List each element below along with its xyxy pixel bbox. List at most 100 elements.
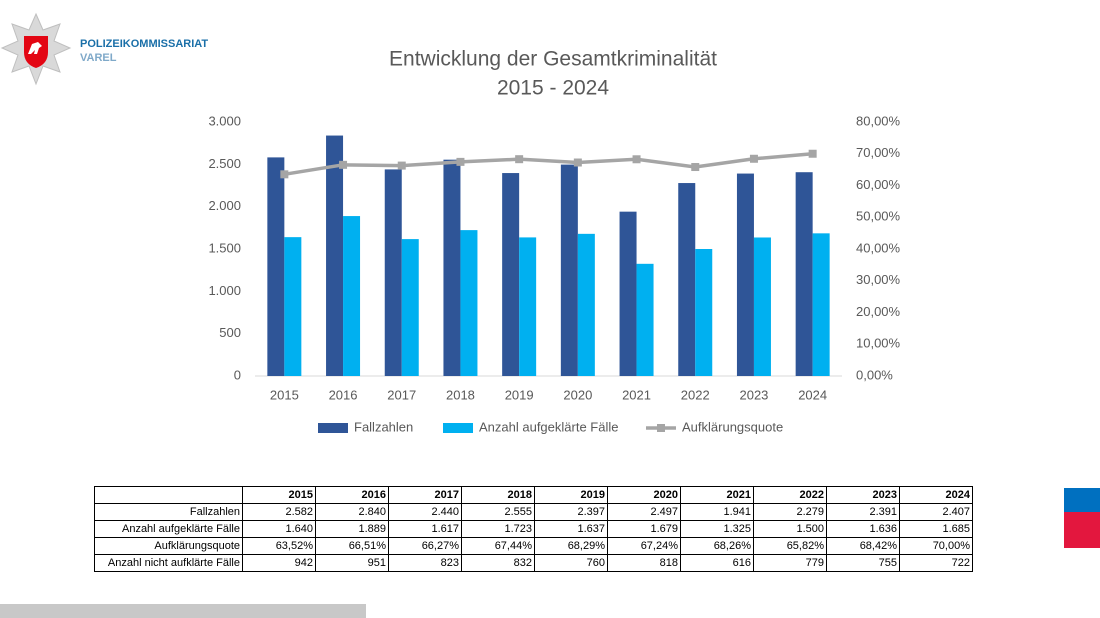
table-cell: 67,24% [607, 537, 681, 555]
legend-label: Aufklärungsquote [682, 419, 783, 434]
table-cell: 2.279 [753, 503, 827, 521]
y2-tick-label: 30,00% [856, 272, 901, 287]
table-cell: 65,82% [753, 537, 827, 555]
line-marker [280, 170, 289, 179]
bar [636, 263, 654, 376]
table-cell: 66,51% [315, 537, 389, 555]
bar [577, 233, 595, 376]
bar [736, 173, 754, 376]
table-cell: 1.500 [753, 520, 827, 538]
table-row-label: Aufklärungsquote [94, 537, 243, 555]
y2-tick-label: 50,00% [856, 209, 901, 224]
logo [0, 12, 72, 86]
y2-tick-label: 70,00% [856, 145, 901, 160]
deco-bar [0, 604, 366, 618]
x-tick-label: 2016 [329, 387, 358, 402]
y2-tick-label: 40,00% [856, 240, 901, 255]
y-tick-label: 1.500 [208, 240, 241, 255]
table-cell: 1.617 [388, 520, 462, 538]
bar [560, 164, 578, 376]
line-marker [397, 161, 406, 170]
y-tick-label: 0 [234, 367, 241, 382]
table-cell: 760 [534, 554, 608, 572]
table-cell: 1.685 [899, 520, 973, 538]
table-cell: 2.397 [534, 503, 608, 521]
bar [678, 183, 696, 376]
table-cell: 1.636 [826, 520, 900, 538]
table-column-header: 2019 [534, 486, 608, 504]
y-tick-label: 2.000 [208, 198, 241, 213]
deco-blue [1064, 488, 1100, 512]
table-cell: 1.640 [242, 520, 316, 538]
table-column-header: 2024 [899, 486, 973, 504]
bar [519, 237, 537, 376]
bar [284, 237, 302, 376]
chart-title: Entwicklung der Gesamtkriminalität [389, 48, 717, 71]
bar [812, 233, 830, 376]
table-cell: 68,26% [680, 537, 754, 555]
table-column-header: 2020 [607, 486, 681, 504]
table-column-header: 2021 [680, 486, 754, 504]
table-cell: 722 [899, 554, 973, 572]
bar [502, 173, 520, 376]
table-cell: 2.497 [607, 503, 681, 521]
y-tick-label: 2.500 [208, 156, 241, 171]
line-marker [808, 149, 817, 158]
line [284, 152, 813, 177]
legend-swatch [657, 424, 665, 432]
table-cell: 1.679 [607, 520, 681, 538]
table-cell: 832 [461, 554, 535, 572]
bar [401, 239, 419, 376]
legend-swatch [443, 423, 473, 433]
table-cell: 2.391 [826, 503, 900, 521]
table-cell: 2.440 [388, 503, 462, 521]
table-cell: 68,29% [534, 537, 608, 555]
legend-label: Anzahl aufgeklärte Fälle [479, 419, 618, 434]
x-tick-label: 2017 [387, 387, 416, 402]
line-marker [691, 163, 700, 172]
x-tick-label: 2022 [681, 387, 710, 402]
table-row-label: Fallzahlen [94, 503, 243, 521]
y2-tick-label: 60,00% [856, 177, 901, 192]
table-cell: 823 [388, 554, 462, 572]
table-cell: 1.723 [461, 520, 535, 538]
table-cell: 2.555 [461, 503, 535, 521]
table-cell: 2.582 [242, 503, 316, 521]
y2-tick-label: 80,00% [856, 113, 901, 128]
bar [326, 135, 344, 376]
line-marker [339, 160, 348, 169]
y2-tick-label: 0,00% [856, 367, 893, 382]
table-cell: 67,44% [461, 537, 535, 555]
bar [695, 249, 713, 376]
table-column-header: 2016 [315, 486, 389, 504]
x-tick-label: 2019 [505, 387, 534, 402]
line-marker [632, 155, 641, 164]
table-cell: 70,00% [899, 537, 973, 555]
bar [795, 172, 813, 376]
table-cell: 63,52% [242, 537, 316, 555]
table-row-label: Anzahl nicht aufklärte Fälle [94, 554, 243, 572]
table-row: Anzahl nicht aufklärte Fälle 942 951 823 832… [94, 554, 973, 572]
table-cell: 1.637 [534, 520, 608, 538]
y-tick-label: 1.000 [208, 283, 241, 298]
y-tick-label: 500 [219, 325, 241, 340]
legend-label: Fallzahlen [354, 419, 413, 434]
table-cell: 616 [680, 554, 754, 572]
line-marker [456, 157, 465, 166]
table-row: Aufklärungsquote 63,52% 66,51% 66,27% 67,44%… [94, 537, 973, 555]
table-cell: 951 [315, 554, 389, 572]
table-row-label: Anzahl aufgeklärte Fälle [94, 520, 243, 538]
table-column-header: 2015 [242, 486, 316, 504]
table-header-row: 2015 2016 2017 2018 2019 2020 2021 2022 2023 2024 [94, 486, 973, 504]
table-cell: 818 [607, 554, 681, 572]
x-tick-label: 2024 [798, 387, 827, 402]
place-name: VAREL [80, 52, 117, 64]
table-cell: 2.840 [315, 503, 389, 521]
legend-swatch [318, 423, 348, 433]
chart-subtitle: 2015 - 2024 [497, 77, 609, 100]
bar [343, 216, 361, 376]
data-table: 2015 2016 2017 2018 2019 2020 2021 2022 2023 2024… [94, 486, 973, 572]
bar [460, 230, 478, 376]
org-name: POLIZEIKOMMISSARIAT [80, 38, 208, 50]
